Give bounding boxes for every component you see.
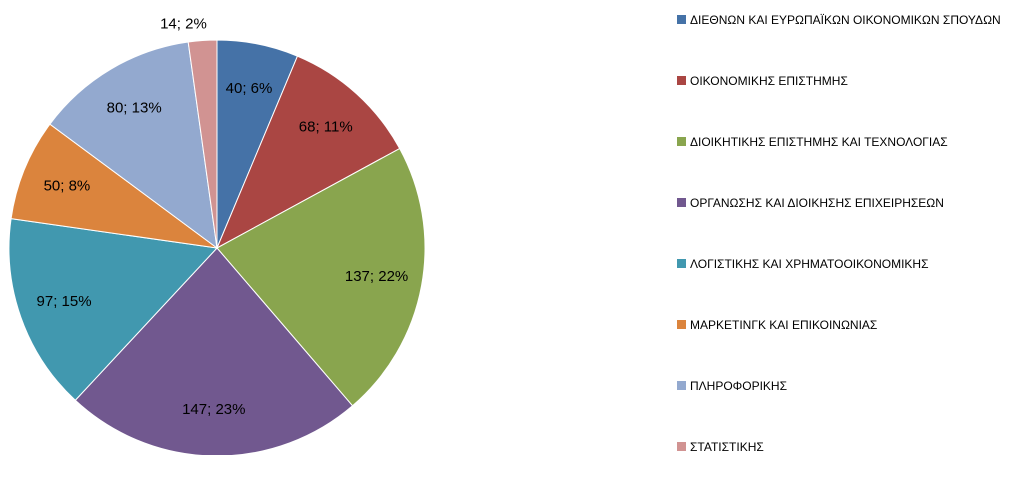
- legend-item: ΛΟΓΙΣΤΙΚΗΣ ΚΑΙ ΧΡΗΜΑΤΟΟΙΚΟΝΟΜΙΚΗΣ: [677, 256, 1022, 317]
- chart: 40; 6% 68; 11% 137; 22% 147; 23% 97; 15% 50; …: [8, 16, 426, 455]
- pie-slice: [8, 218, 219, 401]
- legend-item: ΔΙΕΘΝΩΝ ΚΑΙ ΕΥΡΩΠΑΪΚΩΝ ΟΙΚΟΝΟΜΙΚΩΝ ΣΠΟΥΔ…: [677, 12, 1022, 73]
- legend-label: ΔΙΕΘΝΩΝ ΚΑΙ ΕΥΡΩΠΑΪΚΩΝ ΟΙΚΟΝΟΜΙΚΩΝ ΣΠΟΥΔ…: [690, 13, 1001, 27]
- data-label: 147; 23%: [182, 401, 245, 418]
- data-label: 137; 22%: [345, 268, 408, 285]
- legend-label: ΛΟΓΙΣΤΙΚΗΣ ΚΑΙ ΧΡΗΜΑΤΟΟΙΚΟΝΟΜΙΚΗΣ: [690, 257, 929, 271]
- legend-swatch: [677, 442, 686, 451]
- legend-swatch: [677, 320, 686, 329]
- pie-slice: [49, 41, 218, 250]
- legend: ΔΙΕΘΝΩΝ ΚΑΙ ΕΥΡΩΠΑΪΚΩΝ ΟΙΚΟΝΟΜΙΚΩΝ ΣΠΟΥΔ…: [677, 12, 1022, 500]
- legend-item: ΟΡΓΑΝΩΣΗΣ ΚΑΙ ΔΙΟΙΚΗΣΗΣ ΕΠΙΧΕΙΡΗΣΕΩΝ: [677, 195, 1022, 256]
- legend-label: ΣΤΑΤΙΣΤΙΚΗΣ: [690, 440, 764, 454]
- data-label: 68; 11%: [299, 119, 353, 136]
- legend-label: ΜΑΡΚΕΤΙΝΓΚ ΚΑΙ ΕΠΙΚΟΙΝΩΝΙΑΣ: [690, 318, 878, 332]
- pie-slice: [187, 39, 218, 249]
- legend-swatch: [677, 198, 686, 207]
- data-label: 14; 2%: [160, 16, 207, 33]
- data-label: 80; 13%: [107, 99, 162, 116]
- data-label: 97; 15%: [37, 293, 92, 310]
- legend-swatch: [677, 381, 686, 390]
- pie-slice: [215, 55, 401, 250]
- legend-label: ΟΙΚΟΝΟΜΙΚΗΣ ΕΠΙΣΤΗΜΗΣ: [690, 74, 848, 88]
- pie-slice: [216, 147, 426, 407]
- legend-item: ΟΙΚΟΝΟΜΙΚΗΣ ΕΠΙΣΤΗΜΗΣ: [677, 73, 1022, 134]
- legend-label: ΟΡΓΑΝΩΣΗΣ ΚΑΙ ΔΙΟΙΚΗΣΗΣ ΕΠΙΧΕΙΡΗΣΕΩΝ: [690, 196, 944, 210]
- legend-item: ΜΑΡΚΕΤΙΝΓΚ ΚΑΙ ΕΠΙΚΟΙΝΩΝΙΑΣ: [677, 317, 1022, 378]
- legend-item: ΠΛΗΡΟΦΟΡΙΚΗΣ: [677, 378, 1022, 439]
- legend-item: ΣΤΑΤΙΣΤΙΚΗΣ: [677, 439, 1022, 500]
- page: 40; 6% 68; 11% 137; 22% 147; 23% 97; 15% 50; …: [8, 13, 1001, 455]
- legend-swatch: [677, 137, 686, 146]
- legend-label: ΔΙΟΙΚΗΤΙΚΗΣ ΕΠΙΣΤΗΜΗΣ ΚΑΙ ΤΕΧΝΟΛΟΓΙΑΣ: [690, 135, 948, 149]
- data-label: 40; 6%: [226, 80, 273, 97]
- data-label: 50; 8%: [44, 177, 91, 194]
- legend-swatch: [677, 76, 686, 85]
- legend-label: ΠΛΗΡΟΦΟΡΙΚΗΣ: [690, 379, 788, 393]
- pie-slice: [74, 247, 354, 455]
- legend-swatch: [677, 259, 686, 268]
- legend-swatch: [677, 15, 686, 24]
- legend-item: ΔΙΟΙΚΗΤΙΚΗΣ ΕΠΙΣΤΗΜΗΣ ΚΑΙ ΤΕΧΝΟΛΟΓΙΑΣ: [677, 134, 1022, 195]
- pie-slice: [10, 123, 218, 249]
